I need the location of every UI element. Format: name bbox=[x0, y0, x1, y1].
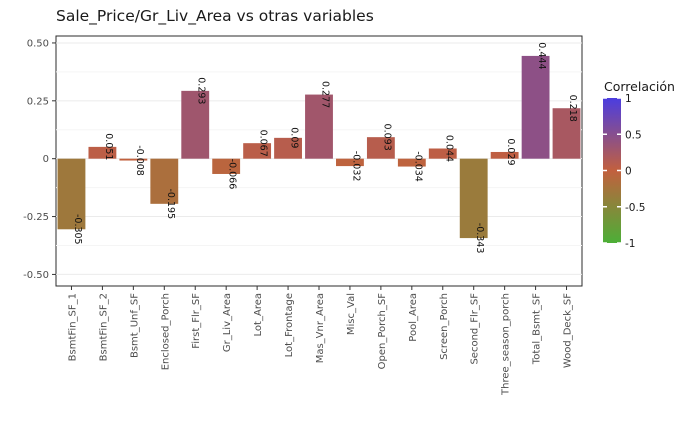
colorbar-tick-label: -1 bbox=[625, 238, 635, 250]
bar bbox=[521, 55, 550, 159]
bar bbox=[366, 137, 395, 159]
bar-value-label: 0.218 bbox=[567, 95, 578, 122]
legend-title: Correlación bbox=[604, 79, 675, 94]
x-tick-label: Mas_Vnr_Area bbox=[315, 293, 326, 363]
x-tick-label: Wood_Deck_SF bbox=[563, 293, 574, 368]
bar-value-label: 0.029 bbox=[505, 138, 516, 165]
colorbar-tick-label: 0.5 bbox=[625, 129, 642, 141]
y-tick-label: 0 bbox=[43, 154, 49, 165]
x-tick-label: BsmtFin_SF_1 bbox=[67, 293, 78, 361]
x-tick-label: Enclosed_Porch bbox=[160, 293, 171, 370]
x-tick-label: Gr_Liv_Area bbox=[222, 293, 233, 352]
bar bbox=[397, 158, 426, 167]
x-tick-label: BsmtFin_SF_2 bbox=[98, 293, 109, 361]
bar-value-label: 0.293 bbox=[196, 77, 207, 104]
bar bbox=[428, 148, 457, 159]
bar-value-label: 0.067 bbox=[258, 130, 269, 157]
bar bbox=[274, 137, 302, 159]
bar bbox=[150, 158, 179, 204]
y-tick-label: 0.50 bbox=[27, 38, 49, 49]
x-tick-label: Lot_Frontage bbox=[284, 293, 295, 357]
bar-value-label: -0.008 bbox=[134, 145, 145, 176]
chart-title: Sale_Price/Gr_Liv_Area vs otras variable… bbox=[56, 7, 374, 26]
bar-value-label: 0.444 bbox=[536, 42, 547, 69]
bar bbox=[88, 146, 117, 159]
bar bbox=[490, 151, 519, 159]
color-legend: Correlación 1 0.5 0 -0.5 -1 bbox=[603, 79, 675, 250]
x-tick-label: Second_Flr_SF bbox=[470, 293, 481, 365]
bar-value-label: 0.093 bbox=[381, 124, 392, 151]
colorbar-tick-label: -0.5 bbox=[625, 202, 646, 214]
y-tick-label: -0.25 bbox=[23, 212, 49, 223]
bar-value-label: -0.305 bbox=[72, 214, 83, 245]
bar-value-label: 0.09 bbox=[289, 127, 300, 148]
bar-value-label: -0.034 bbox=[412, 151, 423, 182]
bar bbox=[57, 158, 86, 230]
bar-value-label: -0.032 bbox=[350, 151, 361, 182]
bar-value-label: -0.343 bbox=[474, 223, 485, 254]
plot-panel bbox=[55, 35, 583, 287]
x-tick-label: Screen_Porch bbox=[439, 293, 450, 360]
colorbar-tick-label: 0 bbox=[625, 166, 632, 178]
x-tick-label: First_Flr_SF bbox=[191, 293, 202, 349]
x-tick-label: Lot_Area bbox=[253, 293, 264, 336]
bar-value-label: -0.195 bbox=[165, 189, 176, 220]
x-tick-label: Pool_Area bbox=[408, 293, 419, 342]
colorbar bbox=[603, 98, 621, 243]
x-tick-label: Total_Bsmt_SF bbox=[532, 293, 543, 365]
bar-value-label: -0.066 bbox=[227, 159, 238, 190]
bar-value-label: 0.277 bbox=[320, 81, 331, 108]
x-tick-label: Open_Porch_SF bbox=[377, 293, 388, 370]
bar-value-label: 0.044 bbox=[443, 135, 454, 162]
x-tick-label: Misc_Val bbox=[346, 293, 357, 335]
bars: -0.305 0.051 -0.008 -0.195 0.293 -0.066 0.067 0… bbox=[57, 42, 581, 254]
bar bbox=[243, 143, 272, 159]
x-tick-label: Three_season_porch bbox=[501, 293, 512, 396]
y-axis: -0.50 -0.25 0 0.25 0.50 bbox=[23, 38, 56, 281]
bar bbox=[459, 158, 488, 239]
colorbar-tick-label: 1 bbox=[625, 93, 632, 105]
bar bbox=[119, 158, 148, 161]
x-tick-label: Bsmt_Unf_SF bbox=[129, 293, 140, 358]
bar bbox=[336, 158, 364, 167]
bar bbox=[552, 108, 581, 159]
bar bbox=[212, 158, 241, 174]
bar-value-label: 0.051 bbox=[103, 133, 114, 160]
bar bbox=[181, 90, 210, 159]
bar bbox=[305, 94, 333, 159]
y-tick-label: 0.25 bbox=[27, 96, 49, 107]
y-tick-label: -0.50 bbox=[23, 270, 49, 281]
x-axis: BsmtFin_SF_1 BsmtFin_SF_2 Bsmt_Unf_SF Enclo… bbox=[67, 286, 574, 396]
